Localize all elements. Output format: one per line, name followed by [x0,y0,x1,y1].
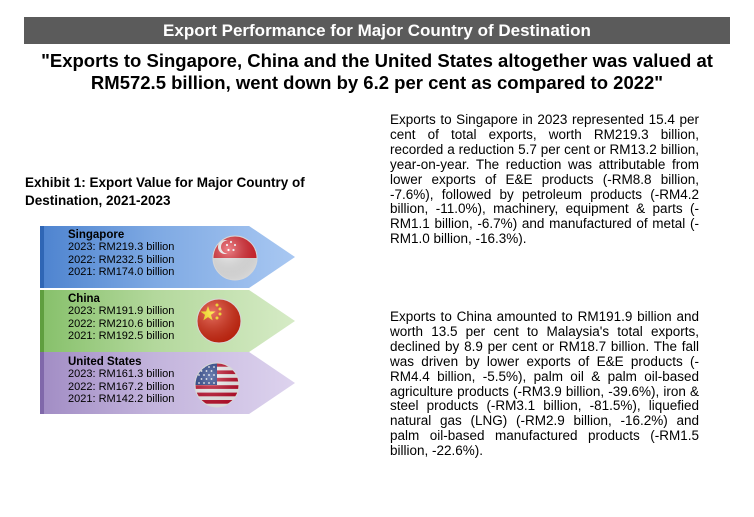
value-2022: 2022: RM167.2 billion [68,380,175,393]
singapore-arrow-edge [40,226,44,288]
singapore-flag-icon [212,235,258,281]
country-name: United States [68,356,142,368]
value-2022: 2022: RM210.6 billion [68,317,175,330]
value-2023: 2023: RM219.3 billion [68,241,175,254]
united-states-export-values: United States 2023: RM161.3 billion 2022… [68,356,208,405]
singapore-paragraph: Exports to Singapore in 2023 represented… [390,112,699,247]
china-arrow-edge [40,290,44,352]
section-title: Export Performance for Major Country of … [163,20,591,40]
value-2023: 2023: RM191.9 billion [68,305,175,318]
country-name: Singapore [68,229,125,241]
singapore-export-values: Singapore 2023: RM219.3 billion 2022: RM… [68,229,208,278]
exhibit-title: Exhibit 1: Export Value for Major Countr… [25,175,305,208]
united-states-arrow-shape [40,352,295,414]
value-2022: 2022: RM232.5 billion [68,253,175,266]
value-2021: 2021: RM142.2 billion [68,392,175,405]
country-name: China [68,293,100,305]
united-states-arrow-edge [40,352,44,414]
headline-quote: "Exports to Singapore, China and the Uni… [41,50,713,93]
china-arrow-shape [40,290,295,352]
usa-flag-icon [194,362,240,408]
value-2021: 2021: RM174.0 billion [68,265,175,278]
section-title-bar: Export Performance for Major Country of … [24,17,730,44]
value-2021: 2021: RM192.5 billion [68,329,175,342]
china-flag-icon [196,298,242,344]
china-paragraph: Exports to China amounted to RM191.9 bil… [390,309,699,459]
value-2023: 2023: RM161.3 billion [68,368,175,381]
china-export-values: China 2023: RM191.9 billion 2022: RM210.… [68,293,208,342]
